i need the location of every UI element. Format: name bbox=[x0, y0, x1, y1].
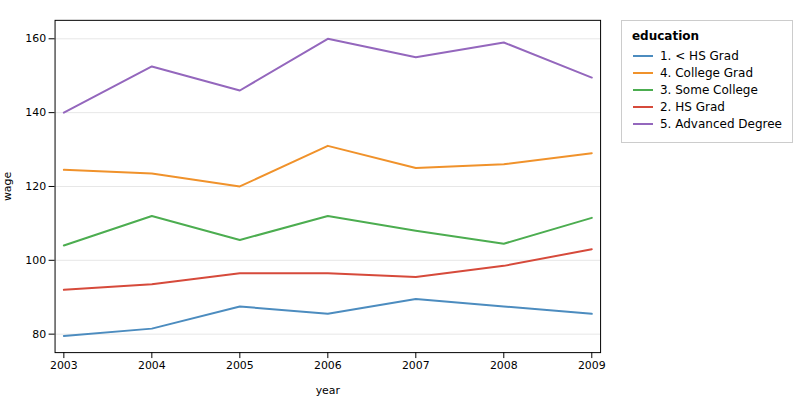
html-text:3. Some College: 3. Some College bbox=[660, 83, 758, 97]
svg-text:80: 80 bbox=[32, 328, 46, 341]
html-text:education: education bbox=[632, 29, 700, 43]
html-text:1. < HS Grad: 1. < HS Grad bbox=[660, 49, 739, 63]
svg-text:2006: 2006 bbox=[314, 359, 342, 372]
svg-text:wage: wage bbox=[1, 172, 14, 202]
svg-text:2005: 2005 bbox=[226, 359, 254, 372]
svg-text:160: 160 bbox=[25, 32, 46, 45]
svg-text:year: year bbox=[316, 384, 341, 396]
svg-text:2004: 2004 bbox=[138, 359, 166, 372]
html-text:4. College Grad: 4. College Grad bbox=[660, 66, 753, 80]
html-text:2. HS Grad: 2. HS Grad bbox=[660, 100, 725, 114]
html-text:5. Advanced Degree: 5. Advanced Degree bbox=[660, 117, 782, 131]
svg-text:2007: 2007 bbox=[402, 359, 430, 372]
svg-text:2008: 2008 bbox=[490, 359, 518, 372]
svg-text:100: 100 bbox=[25, 254, 46, 267]
svg-text:120: 120 bbox=[25, 180, 46, 193]
svg-text:2009: 2009 bbox=[578, 359, 606, 372]
svg-text:140: 140 bbox=[25, 106, 46, 119]
svg-text:2003: 2003 bbox=[50, 359, 78, 372]
